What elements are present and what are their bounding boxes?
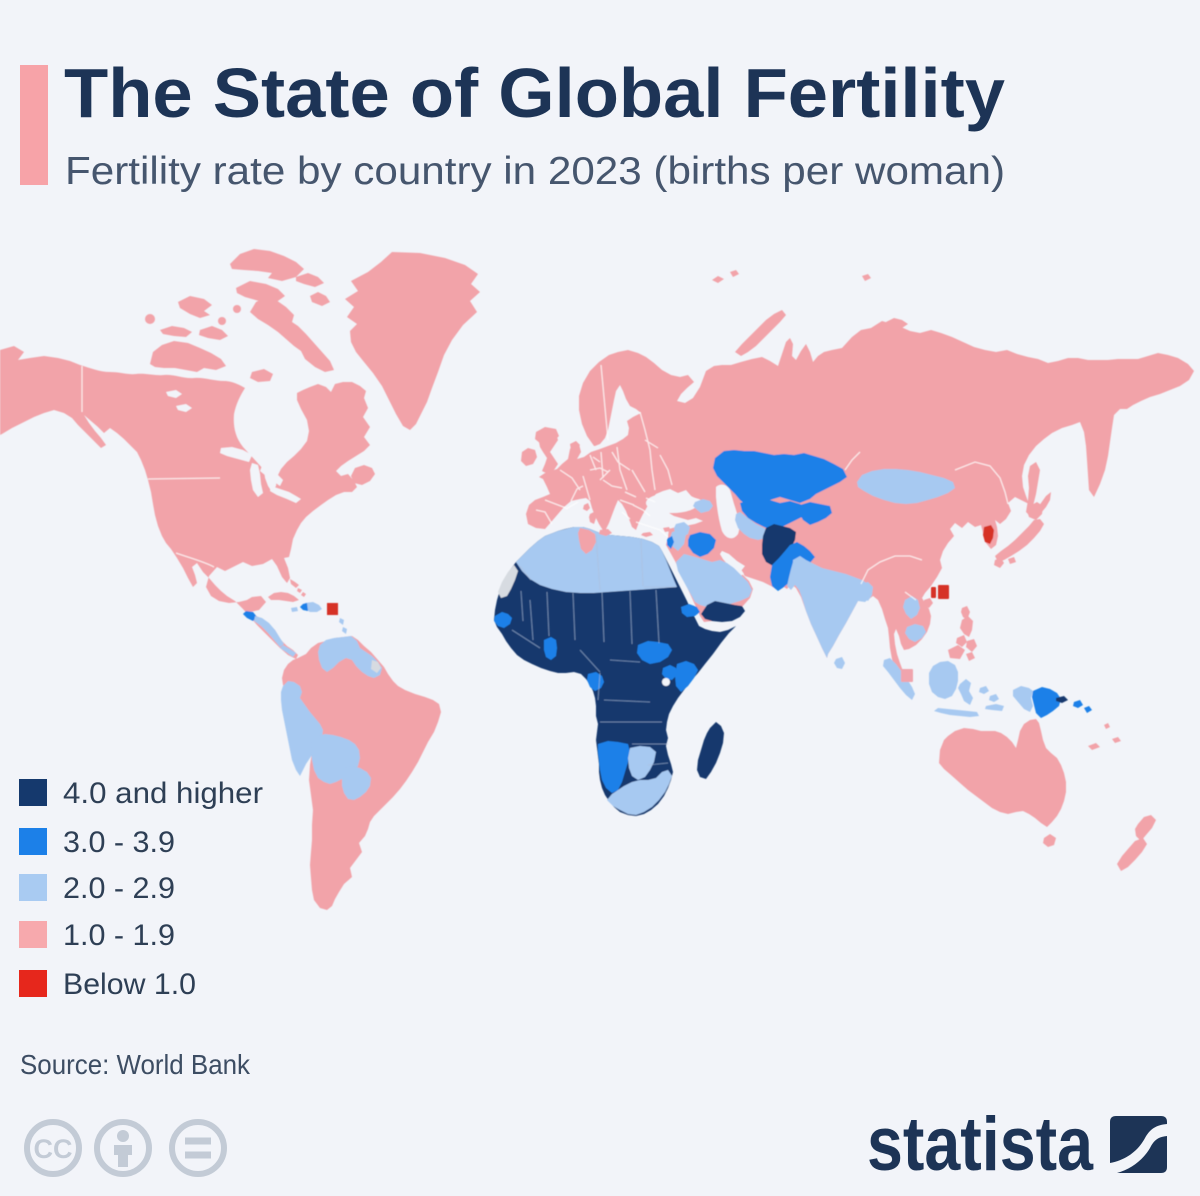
svg-text:statista: statista [867,1102,1094,1187]
svg-text:Source: World Bank: Source: World Bank [20,1049,251,1080]
svg-text:1.0 - 1.9: 1.0 - 1.9 [63,919,175,952]
svg-text:CC: CC [34,1134,73,1164]
svg-text:2.0 - 2.9: 2.0 - 2.9 [63,872,175,905]
svg-text:3.0 - 3.9: 3.0 - 3.9 [63,826,175,859]
svg-text:Fertility rate by country in 2: Fertility rate by country in 2023 (birth… [65,150,1005,193]
svg-text:4.0 and higher: 4.0 and higher [63,777,263,810]
svg-text:The State of Global Fertility: The State of Global Fertility [64,54,1005,132]
svg-text:Below 1.0: Below 1.0 [63,968,196,1001]
